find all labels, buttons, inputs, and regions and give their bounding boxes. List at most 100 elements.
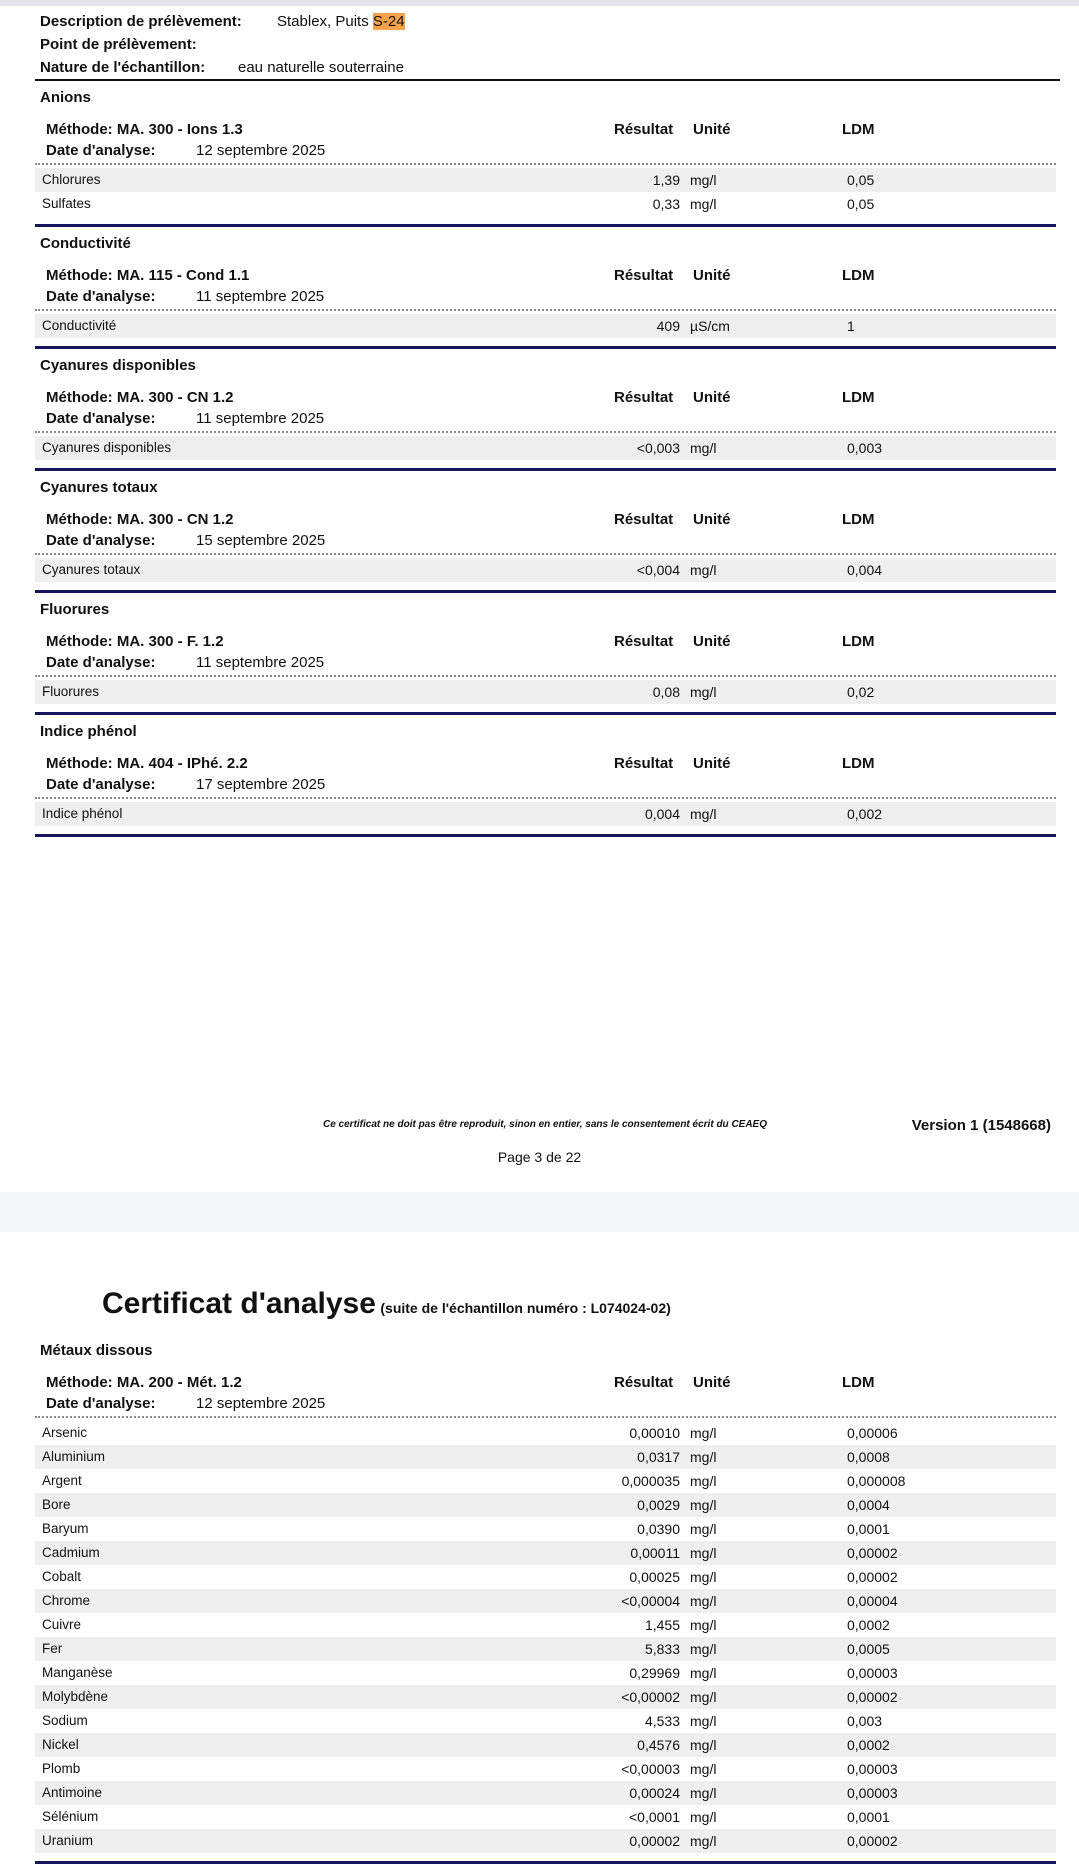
- table-row: Indice phénol 0,004 mg/l 0,002: [35, 802, 1056, 826]
- result-header: Résultat: [614, 267, 674, 284]
- result-section: Anions Méthode: MA. 300 - Ions 1.3 Résulta…: [35, 81, 1056, 227]
- unit-header: Unité: [693, 755, 731, 772]
- ldm-value: 0,00002: [847, 1569, 898, 1585]
- dotted-divider: [35, 553, 1056, 555]
- description-label: Description de prélèvement:: [40, 13, 242, 30]
- table-row: Molybdène <0,00002 mg/l 0,00002: [35, 1685, 1056, 1709]
- section-title: Fluorures: [40, 601, 110, 618]
- result-rows: Chlorures 1,39 mg/l 0,05 Sulfates 0,33 mg/l 0,0…: [35, 168, 1056, 216]
- ldm-value: 0,05: [847, 196, 875, 212]
- ldm-value: 0,05: [847, 172, 875, 188]
- result-header: Résultat: [614, 389, 674, 406]
- parameter-name: Cyanures totaux: [42, 562, 141, 577]
- method-label: Méthode: MA. 300 - CN 1.2: [46, 511, 234, 528]
- table-row: Manganèse 0,29969 mg/l 0,00003: [35, 1661, 1056, 1685]
- result-section: Cyanures disponibles Méthode: MA. 300 - C…: [35, 349, 1056, 471]
- page-subtitle: (suite de l'échantillon numéro : L074024…: [380, 1300, 671, 1316]
- parameter-name: Aluminium: [42, 1449, 106, 1464]
- table-row: Plomb <0,00003 mg/l 0,00003: [35, 1757, 1056, 1781]
- ldm-value: 1: [847, 318, 855, 334]
- unit-header: Unité: [693, 389, 731, 406]
- method-row: Méthode: MA. 300 - Ions 1.3 Résultat Unité…: [35, 119, 1056, 141]
- ldm-value: 0,00003: [847, 1785, 898, 1801]
- dotted-divider: [35, 1416, 1056, 1418]
- method-row: Méthode: MA. 200 - Mét. 1.2 Résultat Unité…: [35, 1372, 1056, 1394]
- analysis-date-row: Date d'analyse: 11 septembre 2025: [35, 409, 1056, 429]
- result-value: <0,00002: [621, 1689, 680, 1705]
- date-label: Date d'analyse:: [46, 1395, 156, 1412]
- unit-value: mg/l: [690, 1617, 717, 1633]
- analysis-date: 11 septembre 2025: [196, 288, 325, 305]
- unit-value: mg/l: [690, 562, 717, 578]
- parameter-name: Chrome: [42, 1593, 91, 1608]
- result-section: Cyanures totaux Méthode: MA. 300 - CN 1.2…: [35, 471, 1056, 593]
- result-value: 0,08: [652, 684, 680, 700]
- table-row: Argent 0,000035 mg/l 0,000008: [35, 1469, 1056, 1493]
- ldm-value: 0,00006: [847, 1425, 898, 1441]
- result-value: <0,003: [636, 440, 680, 456]
- section-title: Indice phénol: [40, 723, 137, 740]
- unit-value: mg/l: [690, 1449, 717, 1465]
- table-row: Conductivité 409 µS/cm 1: [35, 314, 1056, 338]
- parameter-name: Sodium: [42, 1713, 88, 1728]
- parameter-name: Antimoine: [42, 1785, 103, 1800]
- dotted-divider: [35, 797, 1056, 799]
- analysis-date: 12 septembre 2025: [196, 1395, 326, 1412]
- result-value: 5,833: [644, 1641, 680, 1657]
- result-value: 409: [656, 318, 680, 334]
- table-row: Cobalt 0,00025 mg/l 0,00002: [35, 1565, 1056, 1589]
- result-value: <0,00004: [621, 1593, 680, 1609]
- unit-value: mg/l: [690, 1713, 717, 1729]
- ldm-value: 0,0004: [847, 1497, 890, 1513]
- table-row: Sulfates 0,33 mg/l 0,05: [35, 192, 1056, 216]
- result-section: Indice phénol Méthode: MA. 404 - IPhé. 2.…: [35, 715, 1056, 837]
- analysis-date-row: Date d'analyse: 17 septembre 2025: [35, 775, 1056, 795]
- parameter-name: Arsenic: [42, 1425, 88, 1440]
- section-title: Anions: [40, 89, 91, 106]
- analysis-date-row: Date d'analyse: 12 septembre 2025: [35, 1394, 1056, 1414]
- ldm-value: 0,00004: [847, 1593, 898, 1609]
- section-rule: [35, 590, 1056, 593]
- unit-header: Unité: [693, 267, 731, 284]
- parameter-name: Bore: [42, 1497, 71, 1512]
- parameter-name: Cadmium: [42, 1545, 100, 1560]
- analysis-date: 11 septembre 2025: [196, 410, 325, 427]
- result-value: 0,0390: [637, 1521, 680, 1537]
- method-row: Méthode: MA. 300 - CN 1.2 Résultat Unité LD…: [35, 509, 1056, 531]
- description-row: Description de prélèvement: Stablex, Pui…: [40, 10, 1060, 33]
- result-section: Conductivité Méthode: MA. 115 - Cond 1.1 R…: [35, 227, 1056, 349]
- section-rule: [35, 346, 1056, 349]
- analysis-date: 12 septembre 2025: [196, 142, 326, 159]
- unit-value: mg/l: [690, 1569, 717, 1585]
- table-row: Fluorures 0,08 mg/l 0,02: [35, 680, 1056, 704]
- unit-header: Unité: [693, 511, 731, 528]
- nature-value: eau naturelle souterraine: [238, 59, 404, 76]
- result-value: 0,00011: [630, 1545, 680, 1561]
- date-label: Date d'analyse:: [46, 654, 156, 671]
- dotted-divider: [35, 431, 1056, 433]
- parameter-name: Nickel: [42, 1737, 79, 1752]
- nature-label: Nature de l'échantillon:: [40, 59, 206, 76]
- parameter-name: Sélénium: [42, 1809, 99, 1824]
- table-row: Sélénium <0,0001 mg/l 0,0001: [35, 1805, 1056, 1829]
- method-row: Méthode: MA. 300 - CN 1.2 Résultat Unité LD…: [35, 387, 1056, 409]
- page-title: Certificat d'analyse: [102, 1287, 376, 1320]
- parameter-name: Cobalt: [42, 1569, 82, 1584]
- ldm-value: 0,00003: [847, 1761, 898, 1777]
- unit-value: mg/l: [690, 172, 717, 188]
- parameter-name: Molybdène: [42, 1689, 109, 1704]
- parameter-name: Cuivre: [42, 1617, 82, 1632]
- table-row: Sodium 4,533 mg/l 0,003: [35, 1709, 1056, 1733]
- section-rule: [35, 224, 1056, 227]
- table-row: Chrome <0,00004 mg/l 0,00004: [35, 1589, 1056, 1613]
- method-label: Méthode: MA. 404 - IPhé. 2.2: [46, 755, 248, 772]
- ldm-value: 0,0002: [847, 1737, 890, 1753]
- result-value: 0,00025: [629, 1569, 680, 1585]
- result-rows: Fluorures 0,08 mg/l 0,02: [35, 680, 1056, 704]
- date-label: Date d'analyse:: [46, 776, 156, 793]
- result-header: Résultat: [614, 511, 674, 528]
- sample-info: Description de prélèvement: Stablex, Pui…: [40, 10, 1060, 79]
- parameter-name: Sulfates: [42, 196, 91, 211]
- table-row: Chlorures 1,39 mg/l 0,05: [35, 168, 1056, 192]
- ldm-header: LDM: [842, 511, 875, 528]
